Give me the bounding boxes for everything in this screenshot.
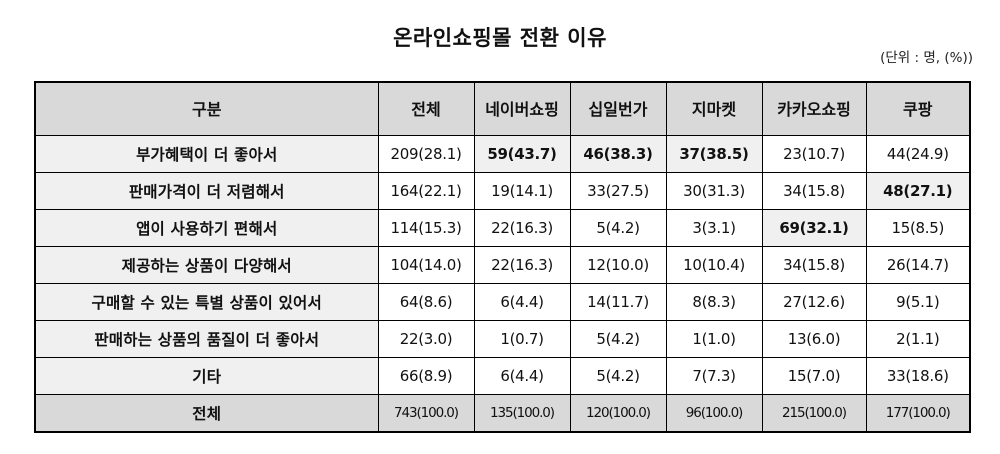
table-cell: 2(1.1) — [865, 320, 971, 358]
col-header-category: 구분 — [34, 81, 379, 136]
table-cell: 69(32.1) — [761, 209, 867, 247]
row-label: 제공하는 상품이 다양해서 — [34, 246, 379, 284]
table-cell: 1(1.0) — [665, 320, 763, 358]
table-cell: 743(100.0) — [377, 394, 475, 433]
table-row: 구매할 수 있는 특별 상품이 있어서 64(8.6) 6(4.4) 14(11.7)… — [34, 283, 971, 321]
row-label: 앱이 사용하기 편해서 — [34, 209, 379, 247]
table-cell: 209(28.1) — [377, 135, 475, 173]
table-cell: 22(16.3) — [473, 246, 571, 284]
table-cell: 12(10.0) — [569, 246, 667, 284]
table-cell: 64(8.6) — [377, 283, 475, 321]
table-cell: 22(3.0) — [377, 320, 475, 358]
col-header-coupang: 쿠팡 — [865, 81, 971, 136]
table-cell: 13(6.0) — [761, 320, 867, 358]
data-table: 구분 전체 네이버쇼핑 십일번가 지마켓 카카오쇼핑 쿠팡 부가혜택이 더 좋아… — [34, 81, 971, 433]
table-cell: 30(31.3) — [665, 172, 763, 210]
table-cell: 1(0.7) — [473, 320, 571, 358]
table-cell: 34(15.8) — [761, 246, 867, 284]
table-cell: 59(43.7) — [473, 135, 571, 173]
table-cell: 96(100.0) — [665, 394, 763, 433]
col-header-naver: 네이버쇼핑 — [473, 81, 571, 136]
table-body: 부가혜택이 더 좋아서 209(28.1) 59(43.7) 46(38.3) 37(3… — [34, 135, 971, 433]
table-cell: 135(100.0) — [473, 394, 571, 433]
table-row: 기타 66(8.9) 6(4.4) 5(4.2) 7(7.3) 15(7.0) 33(18.… — [34, 357, 971, 395]
col-header-naver-label: 네이버쇼핑 — [485, 99, 559, 119]
col-header-gmarket: 지마켓 — [665, 81, 763, 136]
table-cell: 33(18.6) — [865, 357, 971, 395]
table-cell: 37(38.5) — [665, 135, 763, 173]
table-row: 제공하는 상품이 다양해서 104(14.0) 22(16.3) 12(10.0) 10… — [34, 246, 971, 284]
row-label: 판매가격이 더 저렴해서 — [34, 172, 379, 210]
row-label: 구매할 수 있는 특별 상품이 있어서 — [34, 283, 379, 321]
row-label: 판매하는 상품의 품질이 더 좋아서 — [34, 320, 379, 358]
table-cell: 114(15.3) — [377, 209, 475, 247]
row-label: 부가혜택이 더 좋아서 — [34, 135, 379, 173]
table-cell: 5(4.2) — [569, 320, 667, 358]
col-header-11st: 십일번가 — [569, 81, 667, 136]
table-cell: 5(4.2) — [569, 357, 667, 395]
table-cell: 27(12.6) — [761, 283, 867, 321]
table-cell: 34(15.8) — [761, 172, 867, 210]
table-cell: 164(22.1) — [377, 172, 475, 210]
table-cell: 9(5.1) — [865, 283, 971, 321]
header-row: 구분 전체 네이버쇼핑 십일번가 지마켓 카카오쇼핑 쿠팡 — [34, 81, 971, 136]
table-cell: 7(7.3) — [665, 357, 763, 395]
table-cell: 120(100.0) — [569, 394, 667, 433]
table-cell: 44(24.9) — [865, 135, 971, 173]
table-cell: 6(4.4) — [473, 283, 571, 321]
table-cell: 14(11.7) — [569, 283, 667, 321]
table-cell: 66(8.9) — [377, 357, 475, 395]
table-cell: 23(10.7) — [761, 135, 867, 173]
table-cell: 15(7.0) — [761, 357, 867, 395]
table-row: 부가혜택이 더 좋아서 209(28.1) 59(43.7) 46(38.3) 37(3… — [34, 135, 971, 173]
table-cell: 104(14.0) — [377, 246, 475, 284]
table-cell: 15(8.5) — [865, 209, 971, 247]
unit-label: (단위 : 명, (%)) — [880, 50, 973, 66]
table-cell: 22(16.3) — [473, 209, 571, 247]
table-cell: 46(38.3) — [569, 135, 667, 173]
table-cell: 19(14.1) — [473, 172, 571, 210]
table-cell: 177(100.0) — [865, 394, 971, 433]
col-header-total: 전체 — [377, 81, 475, 136]
table-row: 앱이 사용하기 편해서 114(15.3) 22(16.3) 5(4.2) 3(3.1)… — [34, 209, 971, 247]
table-cell: 8(8.3) — [665, 283, 763, 321]
col-header-kakao-label: 카카오쇼핑 — [777, 99, 851, 119]
table-cell: 10(10.4) — [665, 246, 763, 284]
row-label: 전체 — [34, 394, 379, 433]
table-cell: 26(14.7) — [865, 246, 971, 284]
table-cell: 6(4.4) — [473, 357, 571, 395]
table-row: 판매하는 상품의 품질이 더 좋아서 22(3.0) 1(0.7) 5(4.2) 1(1… — [34, 320, 971, 358]
table-cell: 3(3.1) — [665, 209, 763, 247]
table-cell: 48(27.1) — [865, 172, 971, 210]
table-cell: 33(27.5) — [569, 172, 667, 210]
total-row: 전체 743(100.0) 135(100.0) 120(100.0) 96(100.0… — [34, 394, 971, 433]
table-row: 판매가격이 더 저렴해서 164(22.1) 19(14.1) 33(27.5) 30(… — [34, 172, 971, 210]
table-cell: 5(4.2) — [569, 209, 667, 247]
table-title: 온라인쇼핑몰 전환 이유 — [393, 26, 607, 50]
table-cell: 215(100.0) — [761, 394, 867, 433]
col-header-kakao: 카카오쇼핑 — [761, 81, 867, 136]
row-label: 기타 — [34, 357, 379, 395]
